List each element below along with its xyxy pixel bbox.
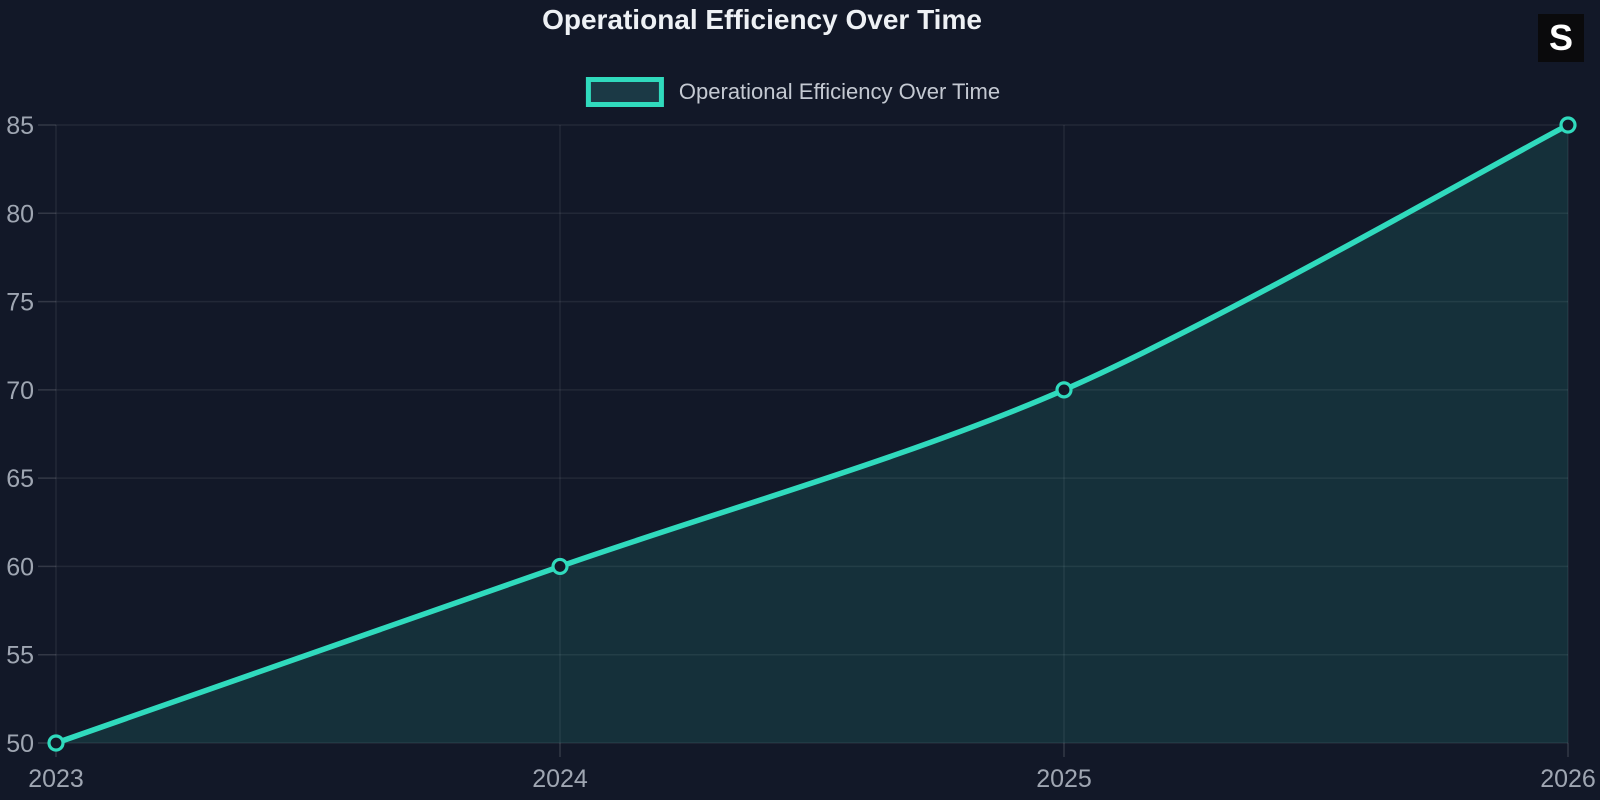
x-axis-label: 2023: [28, 765, 84, 793]
data-point-2024[interactable]: [551, 557, 569, 576]
y-axis-label: 55: [6, 642, 34, 670]
series-line: [53, 122, 1571, 746]
y-axis-label: 80: [6, 200, 34, 228]
chart-title: Operational Efficiency Over Time: [542, 4, 982, 35]
legend-label: Operational Efficiency Over Time: [678, 79, 1001, 104]
legend-swatch-icon: [585, 77, 664, 107]
y-axis-label: 50: [6, 730, 34, 758]
x-axis-label: 2026: [1540, 765, 1596, 793]
legend-item[interactable]: Operational Efficiency Over Time: [585, 77, 1001, 107]
y-axis-label: 75: [6, 289, 34, 317]
series-area-fill: [56, 125, 1568, 743]
x-axis-label: 2025: [1036, 765, 1092, 793]
s-badge-button[interactable]: S: [1538, 14, 1584, 62]
data-point-2025[interactable]: [1055, 381, 1073, 399]
x-axis-label: 2024: [532, 765, 588, 793]
data-point-2026[interactable]: [1559, 116, 1577, 134]
data-point-2023[interactable]: [47, 734, 65, 752]
y-axis-label: 60: [6, 553, 34, 581]
y-axis-label: 85: [6, 112, 34, 140]
s-badge-label: S: [1548, 17, 1573, 58]
y-axis-label: 70: [6, 377, 34, 405]
y-axis-label: 65: [6, 465, 34, 493]
